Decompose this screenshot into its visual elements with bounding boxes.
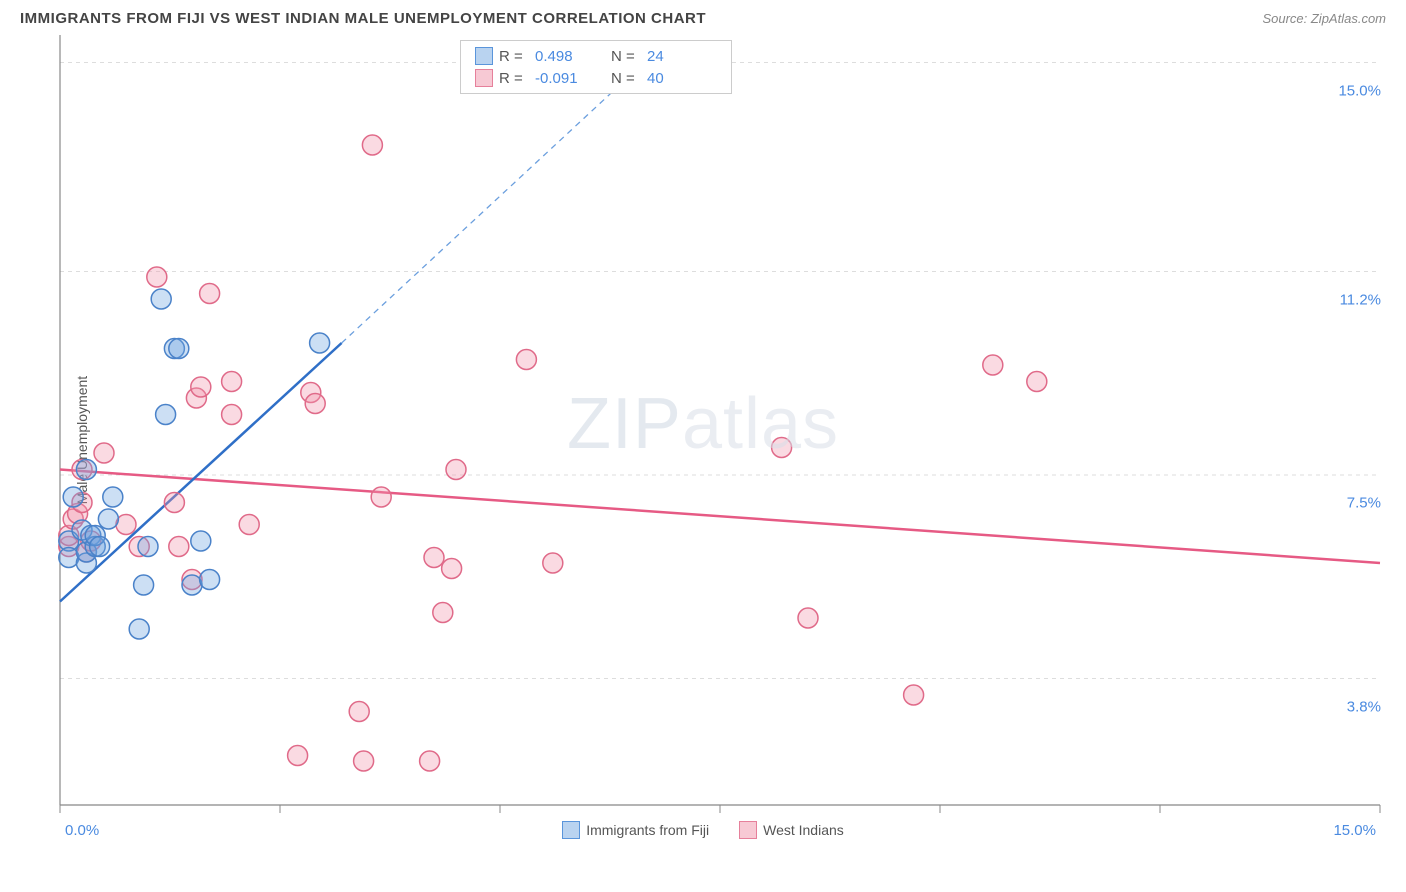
marker-west-indian xyxy=(1027,372,1047,392)
marker-west-indian xyxy=(169,537,189,557)
legend-n-label: N = xyxy=(611,70,641,87)
legend-swatch xyxy=(739,821,757,839)
marker-west-indian xyxy=(420,751,440,771)
marker-west-indian xyxy=(516,350,536,370)
x-axis-min: 0.0% xyxy=(65,822,99,839)
marker-west-indian xyxy=(983,355,1003,375)
marker-fiji xyxy=(138,537,158,557)
marker-fiji xyxy=(90,537,110,557)
series-legend: Immigrants from Fiji West Indians xyxy=(562,821,844,839)
legend-swatch xyxy=(562,821,580,839)
legend-n-value: 40 xyxy=(647,70,717,87)
marker-west-indian xyxy=(904,685,924,705)
correlation-legend: R = 0.498 N = 24 R = -0.091 N = 40 xyxy=(460,40,732,94)
marker-fiji xyxy=(156,405,176,425)
y-tick-label: 15.0% xyxy=(1338,82,1381,99)
series-label: West Indians xyxy=(763,822,844,838)
marker-fiji xyxy=(169,339,189,359)
legend-swatch xyxy=(475,47,493,65)
x-axis-max: 15.0% xyxy=(1333,822,1376,839)
chart-title: IMMIGRANTS FROM FIJI VS WEST INDIAN MALE… xyxy=(20,10,706,27)
series-label: Immigrants from Fiji xyxy=(586,822,709,838)
chart-area: Male Unemployment ZIPatlas R =0.498N =24… xyxy=(10,35,1396,845)
series-legend-item: Immigrants from Fiji xyxy=(562,821,709,839)
series-legend-item: West Indians xyxy=(739,821,844,839)
source-label: Source: ZipAtlas.com xyxy=(1262,11,1386,26)
marker-west-indian xyxy=(349,702,369,722)
marker-west-indian xyxy=(442,559,462,579)
marker-fiji xyxy=(151,289,171,309)
header: IMMIGRANTS FROM FIJI VS WEST INDIAN MALE… xyxy=(10,10,1396,35)
marker-west-indian xyxy=(164,493,184,513)
legend-n-value: 24 xyxy=(647,48,717,65)
marker-fiji xyxy=(200,570,220,590)
marker-west-indian xyxy=(446,460,466,480)
marker-west-indian xyxy=(239,515,259,535)
marker-fiji xyxy=(310,333,330,353)
legend-r-value: -0.091 xyxy=(535,70,605,87)
legend-swatch xyxy=(475,69,493,87)
marker-west-indian xyxy=(305,394,325,414)
legend-row: R = 0.498 N = 24 xyxy=(475,45,717,67)
marker-west-indian xyxy=(200,284,220,304)
marker-west-indian xyxy=(433,603,453,623)
marker-west-indian xyxy=(362,135,382,155)
legend-r-label: R = xyxy=(499,70,529,87)
marker-west-indian xyxy=(222,372,242,392)
bottom-legend: 0.0% Immigrants from Fiji West Indians 15… xyxy=(10,815,1396,845)
marker-fiji xyxy=(63,487,83,507)
marker-fiji xyxy=(103,487,123,507)
watermark-zip: ZIP xyxy=(567,384,682,464)
y-tick-label: 3.8% xyxy=(1347,698,1381,715)
marker-west-indian xyxy=(94,443,114,463)
chart-container: IMMIGRANTS FROM FIJI VS WEST INDIAN MALE… xyxy=(10,10,1396,882)
marker-west-indian xyxy=(543,553,563,573)
marker-west-indian xyxy=(288,746,308,766)
watermark: ZIPatlas xyxy=(567,383,839,465)
marker-west-indian xyxy=(354,751,374,771)
legend-row: R = -0.091 N = 40 xyxy=(475,67,717,89)
marker-fiji xyxy=(134,575,154,595)
y-tick-label: 11.2% xyxy=(1340,291,1381,308)
marker-west-indian xyxy=(191,377,211,397)
marker-west-indian xyxy=(424,548,444,568)
marker-west-indian xyxy=(371,487,391,507)
marker-west-indian xyxy=(798,608,818,628)
marker-fiji xyxy=(191,531,211,551)
watermark-atlas: atlas xyxy=(682,384,839,464)
marker-fiji xyxy=(76,460,96,480)
marker-west-indian xyxy=(222,405,242,425)
legend-r-value: 0.498 xyxy=(535,48,605,65)
y-tick-label: 7.5% xyxy=(1347,495,1381,512)
legend-n-label: N = xyxy=(611,48,641,65)
marker-fiji xyxy=(98,509,118,529)
marker-west-indian xyxy=(147,267,167,287)
legend-r-label: R = xyxy=(499,48,529,65)
marker-fiji xyxy=(129,619,149,639)
